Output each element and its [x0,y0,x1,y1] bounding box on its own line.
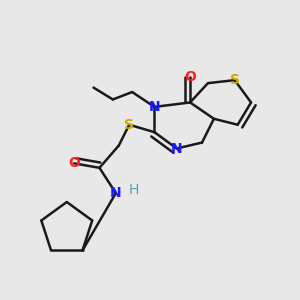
Text: N: N [148,100,160,114]
Text: N: N [171,142,183,155]
Text: O: O [184,70,196,84]
Text: N: N [110,186,122,200]
Text: O: O [68,156,80,170]
Text: S: S [230,73,240,87]
Text: H: H [128,183,139,197]
Text: S: S [124,118,134,132]
